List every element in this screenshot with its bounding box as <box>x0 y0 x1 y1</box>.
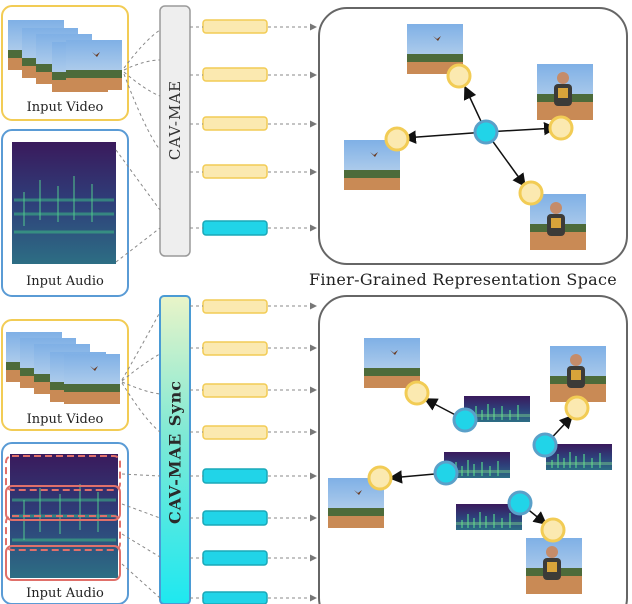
top-tokens <box>202 19 268 236</box>
top-representation-space <box>318 7 628 265</box>
bottom-token-links <box>190 302 317 602</box>
top-audio-label: Input Audio <box>26 274 104 289</box>
top-video-label: Input Video <box>26 100 104 115</box>
space-caption: Finer-Grained Representation Space <box>308 270 617 289</box>
bottom-tokens <box>202 299 268 604</box>
top-encoder-label: CAV-MAE <box>166 79 184 161</box>
top-encoder-block <box>159 5 191 257</box>
top-input-audio-box <box>1 129 129 297</box>
bottom-input-connectors <box>121 311 161 599</box>
bottom-video-label: Input Video <box>26 412 104 427</box>
audio-segments <box>5 455 121 581</box>
bottom-encoder-block <box>159 295 191 604</box>
top-input-connectors <box>115 29 161 263</box>
bottom-encoder-label: CAV-MAE Sync <box>165 380 185 524</box>
bottom-audio-label: Input Audio <box>26 586 104 601</box>
bottom-input-video-box <box>1 319 129 431</box>
top-token-links <box>190 23 317 232</box>
bottom-representation-space <box>318 295 628 604</box>
bottom-input-audio-box <box>1 442 129 604</box>
